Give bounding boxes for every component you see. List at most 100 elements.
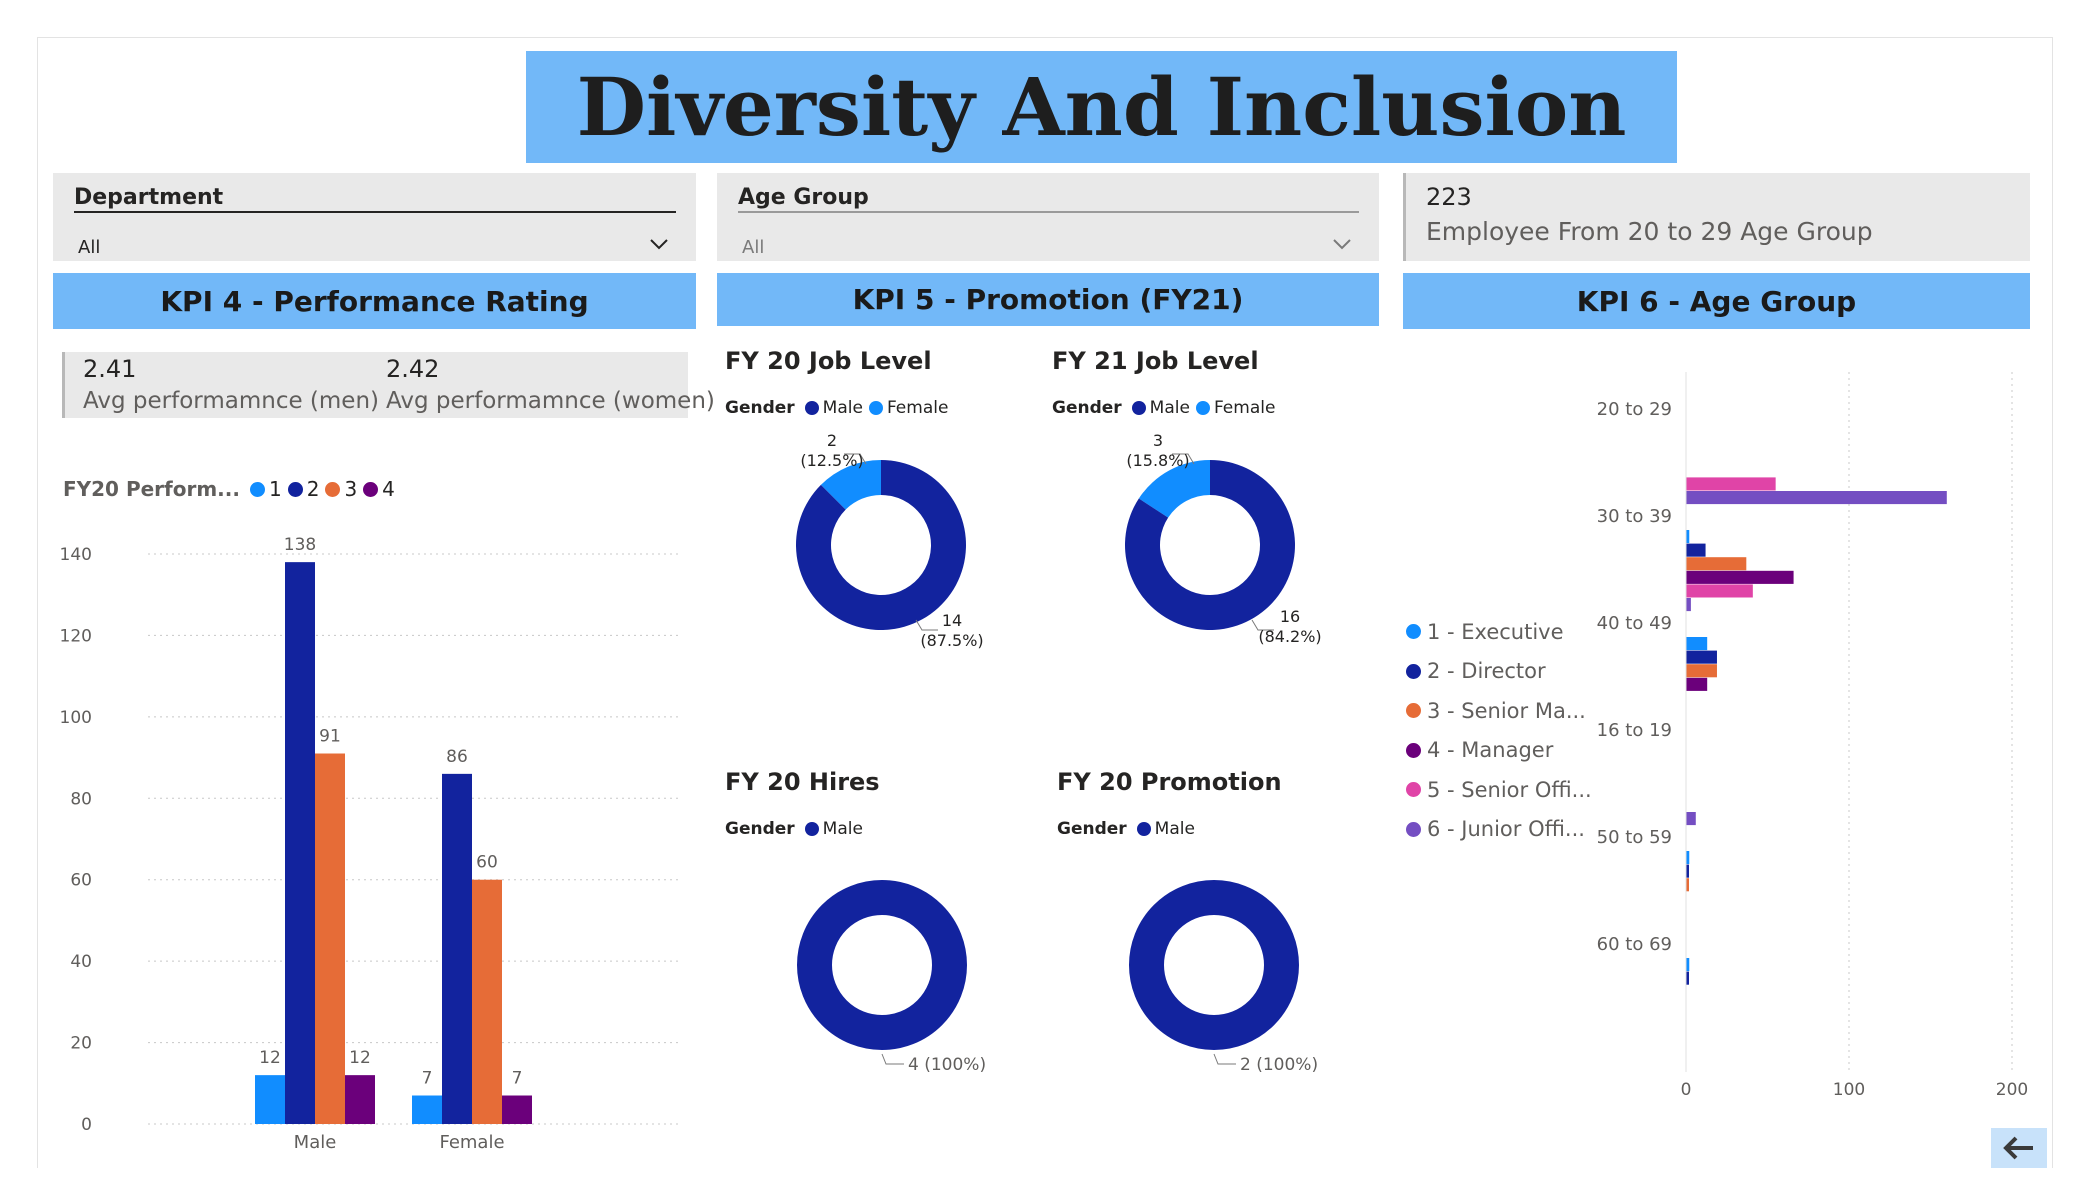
bar-50-to-59-2[interactable] — [1686, 864, 1689, 878]
label-leader-line — [881, 1053, 904, 1065]
legend-dot-icon — [1406, 821, 1421, 837]
back-button[interactable] — [1991, 1128, 2047, 1168]
age-group-label: Age Group — [738, 185, 869, 210]
data-label-percent: (15.8%) — [1126, 451, 1189, 470]
bar-female-rating-2[interactable] — [442, 773, 472, 1124]
slice-male[interactable] — [796, 460, 966, 630]
slice-male[interactable] — [797, 880, 967, 1050]
chevron-down-icon[interactable] — [1331, 233, 1353, 255]
slicer-divider — [74, 211, 676, 213]
bar-40-to-49-3[interactable] — [1686, 664, 1717, 678]
data-label-percent: (84.2%) — [1258, 627, 1321, 646]
fy20-job-level-donut: 2(12.5%) 14(87.5%) — [796, 431, 984, 650]
bar-40-to-49-4[interactable] — [1686, 677, 1708, 691]
employee-count-value: 223 — [1426, 183, 1472, 211]
bar-30-to-39-4[interactable] — [1686, 570, 1794, 584]
arrow-left-icon — [2003, 1136, 2033, 1160]
legend-dot-icon — [249, 481, 265, 497]
legend-item-female[interactable]: Female — [868, 398, 948, 418]
fy20-job-level-legend: Gender Male Female — [725, 398, 954, 418]
employee-count-label: Employee From 20 to 29 Age Group — [1426, 217, 1873, 246]
age-group-value[interactable]: All — [742, 237, 765, 258]
legend-item-manager[interactable]: 4 - Manager — [1406, 731, 1592, 771]
legend-item-executive[interactable]: 1 - Executive — [1406, 612, 1592, 652]
legend-dot-icon — [287, 481, 303, 497]
legend-item-senior-officer[interactable]: 5 - Senior Offi... — [1406, 770, 1592, 810]
data-label: 60 — [476, 853, 498, 873]
legend-dot-icon — [1406, 663, 1421, 679]
legend-dot-icon — [363, 481, 379, 497]
bar-30-to-39-2[interactable] — [1686, 543, 1706, 557]
legend-item-male[interactable]: Male — [1131, 398, 1190, 418]
bar-30-to-39-1[interactable] — [1686, 530, 1690, 544]
legend-item-director[interactable]: 2 - Director — [1406, 652, 1592, 692]
bar-male-rating-4[interactable] — [345, 1075, 375, 1124]
y-tick-label: 20 — [70, 1034, 92, 1054]
legend-item-rating-3[interactable]: 3 — [325, 477, 357, 501]
data-label: 138 — [284, 535, 316, 555]
bar-16-to-19-6[interactable] — [1686, 812, 1696, 826]
y-tick-label: 120 — [60, 626, 92, 646]
legend-item-male[interactable]: Male — [804, 819, 863, 839]
bar-male-rating-3[interactable] — [315, 753, 345, 1125]
data-label-value: 3 — [1153, 431, 1163, 450]
bar-40-to-49-1[interactable] — [1686, 637, 1708, 651]
legend-item-junior-officer[interactable]: 6 - Junior Offi... — [1406, 810, 1592, 850]
department-value[interactable]: All — [78, 237, 101, 258]
bar-60-to-69-2[interactable] — [1686, 971, 1689, 985]
data-label-percent: (87.5%) — [920, 631, 983, 650]
bar-female-rating-3[interactable] — [472, 879, 502, 1124]
legend-title: Gender — [1052, 398, 1122, 418]
data-label-value: 14 — [942, 611, 962, 630]
legend-item-rating-2[interactable]: 2 — [287, 477, 319, 501]
department-slicer[interactable]: Department All — [53, 173, 696, 261]
y-tick-label: 16 to 19 — [1597, 720, 1672, 741]
bar-50-to-59-3[interactable] — [1686, 878, 1689, 892]
age-group-legend: 1 - Executive 2 - Director 3 - Senior Ma… — [1406, 612, 1592, 849]
department-label: Department — [74, 185, 224, 210]
legend-item-female[interactable]: Female — [1195, 398, 1275, 418]
kpi6-banner: KPI 6 - Age Group — [1403, 273, 2030, 329]
bar-30-to-39-6[interactable] — [1686, 598, 1691, 612]
age-group-slicer[interactable]: Age Group All — [717, 173, 1379, 261]
legend-item-male[interactable]: Male — [1136, 819, 1195, 839]
slice-female[interactable] — [1138, 460, 1210, 518]
y-tick-label: 140 — [60, 545, 92, 565]
bar-20-to-29-5[interactable] — [1686, 477, 1776, 491]
legend-item-senior-manager[interactable]: 3 - Senior Ma... — [1406, 691, 1592, 731]
slice-female[interactable] — [820, 460, 881, 510]
legend-item-rating-4[interactable]: 4 — [363, 477, 395, 501]
legend-title: Gender — [725, 398, 795, 418]
fy20-promotion-donut: 2 (100%) — [1129, 880, 1318, 1075]
x-tick-label: Male — [294, 1132, 337, 1153]
bar-female-rating-4[interactable] — [502, 1095, 532, 1125]
data-label-value: 16 — [1280, 607, 1300, 626]
bar-male-rating-1[interactable] — [255, 1075, 285, 1124]
data-label: 86 — [446, 747, 468, 767]
bar-female-rating-1[interactable] — [412, 1095, 442, 1125]
legend-dot-icon — [868, 401, 883, 415]
bar-30-to-39-3[interactable] — [1686, 557, 1747, 571]
chevron-down-icon[interactable] — [648, 233, 670, 255]
legend-title: Gender — [1057, 819, 1127, 839]
legend-dot-icon — [804, 822, 819, 836]
bar-40-to-49-2[interactable] — [1686, 650, 1717, 664]
data-label: 12 — [349, 1048, 371, 1068]
data-label: 12 — [259, 1048, 281, 1068]
y-tick-label: 100 — [60, 708, 92, 728]
performance-legend-title: FY20 Perform... — [63, 477, 240, 501]
slice-male[interactable] — [1125, 460, 1295, 630]
y-tick-label: 60 — [70, 871, 92, 891]
kpi4-banner: KPI 4 - Performance Rating — [53, 273, 696, 329]
bar-male-rating-2[interactable] — [285, 562, 315, 1124]
bar-30-to-39-5[interactable] — [1686, 584, 1753, 598]
legend-item-rating-1[interactable]: 1 — [249, 477, 282, 501]
fy20-job-level-title: FY 20 Job Level — [725, 347, 932, 375]
bar-50-to-59-1[interactable] — [1686, 851, 1690, 865]
x-tick-label: 0 — [1681, 1080, 1692, 1100]
legend-dot-icon — [1406, 782, 1421, 798]
legend-item-male[interactable]: Male — [804, 398, 863, 418]
bar-20-to-29-6[interactable] — [1686, 491, 1947, 505]
slice-male[interactable] — [1129, 880, 1299, 1050]
bar-60-to-69-1[interactable] — [1686, 958, 1690, 972]
